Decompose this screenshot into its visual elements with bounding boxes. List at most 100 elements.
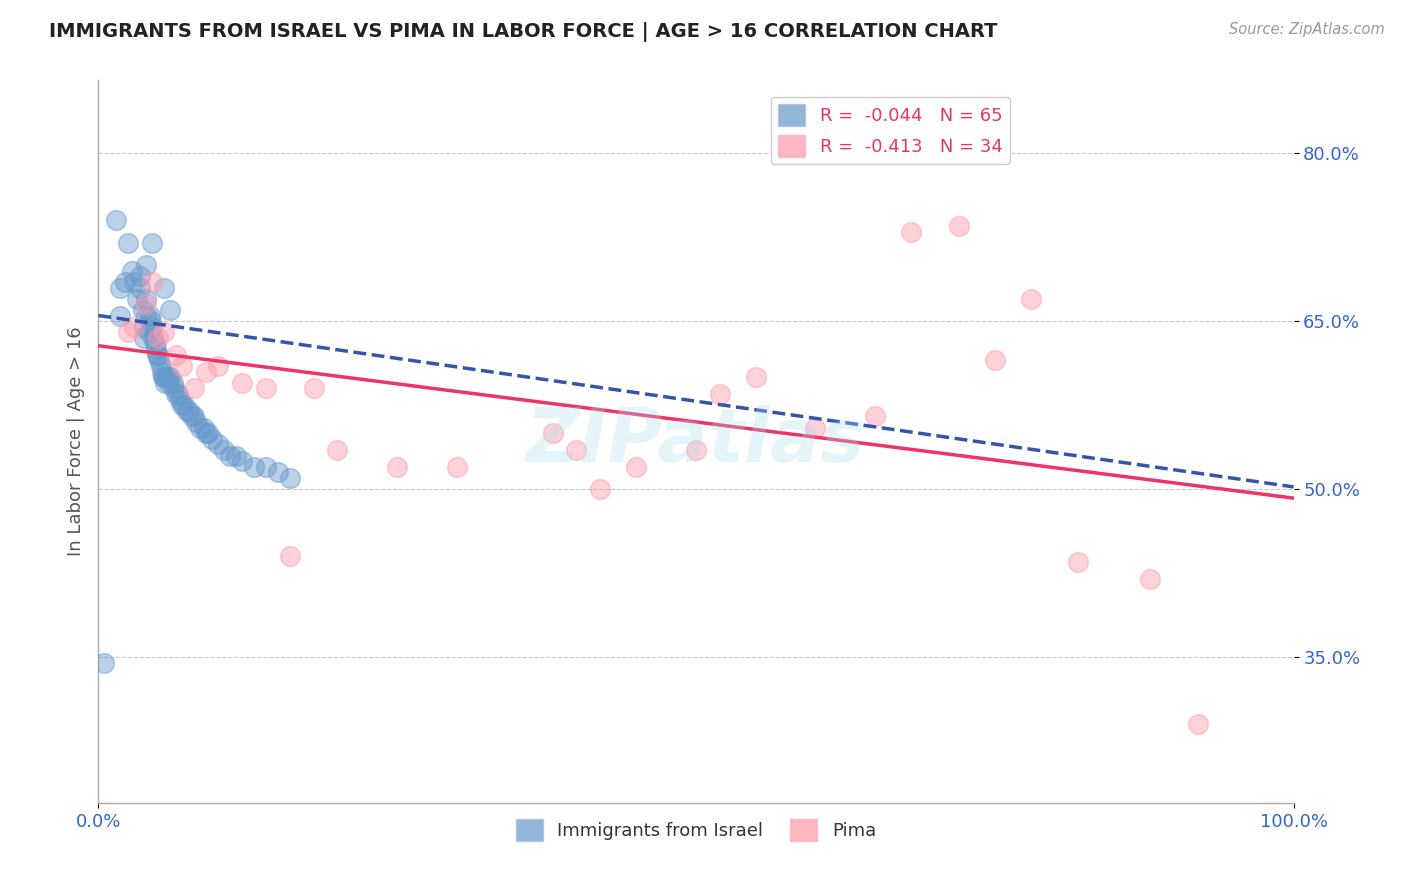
Point <box>186 415 208 429</box>
Point <box>125 292 148 306</box>
Point <box>124 319 146 334</box>
Point <box>219 449 242 463</box>
Point <box>243 459 266 474</box>
Point <box>153 280 176 294</box>
Point <box>183 381 205 395</box>
Point <box>446 459 468 474</box>
Point <box>145 342 167 356</box>
Point <box>155 370 177 384</box>
Y-axis label: In Labor Force | Age > 16: In Labor Force | Age > 16 <box>66 326 84 557</box>
Text: Source: ZipAtlas.com: Source: ZipAtlas.com <box>1229 22 1385 37</box>
Point <box>207 359 229 373</box>
Point <box>159 302 181 317</box>
Point <box>165 348 187 362</box>
Point <box>948 219 970 233</box>
Point <box>124 275 146 289</box>
Point <box>254 459 277 474</box>
Point <box>108 280 131 294</box>
Point <box>117 235 139 250</box>
Point <box>865 409 887 424</box>
Point <box>129 269 152 284</box>
Point <box>167 387 190 401</box>
Point <box>197 426 219 441</box>
Point <box>142 331 165 345</box>
Point <box>626 459 648 474</box>
Point <box>148 331 170 345</box>
Point <box>278 471 301 485</box>
Point <box>195 426 218 441</box>
Point <box>150 365 173 379</box>
Point <box>254 381 277 395</box>
Point <box>179 403 201 417</box>
Point <box>131 302 153 317</box>
Point <box>156 370 179 384</box>
Point <box>565 442 588 457</box>
Point <box>139 314 162 328</box>
Point <box>132 331 155 345</box>
Point <box>1187 717 1209 731</box>
Point <box>685 442 707 457</box>
Point <box>173 398 195 412</box>
Point <box>900 225 922 239</box>
Text: IMMIGRANTS FROM ISRAEL VS PIMA IN LABOR FORCE | AGE > 16 CORRELATION CHART: IMMIGRANTS FROM ISRAEL VS PIMA IN LABOR … <box>49 22 998 42</box>
Point <box>172 359 194 373</box>
Point <box>188 420 211 434</box>
Point <box>148 353 170 368</box>
Point <box>149 359 172 373</box>
Point <box>138 326 160 340</box>
Point <box>1067 555 1090 569</box>
Point <box>1139 572 1161 586</box>
Point <box>157 376 180 390</box>
Point <box>267 466 290 480</box>
Point <box>93 656 115 670</box>
Point <box>153 370 176 384</box>
Point <box>135 309 157 323</box>
Point <box>135 292 157 306</box>
Point <box>207 437 229 451</box>
Legend: Immigrants from Israel, Pima: Immigrants from Israel, Pima <box>509 812 883 848</box>
Point <box>162 376 184 390</box>
Point <box>193 420 215 434</box>
Point <box>152 370 174 384</box>
Point <box>804 420 827 434</box>
Point <box>129 280 152 294</box>
Text: ZIPatlas: ZIPatlas <box>526 405 866 478</box>
Point <box>176 403 198 417</box>
Point <box>169 392 191 407</box>
Point <box>1019 292 1042 306</box>
Point <box>201 432 224 446</box>
Point <box>148 348 170 362</box>
Point <box>326 442 349 457</box>
Point <box>135 297 157 311</box>
Point <box>278 549 301 564</box>
Point <box>139 309 162 323</box>
Point <box>541 426 564 441</box>
Point <box>589 482 612 496</box>
Point <box>709 387 731 401</box>
Point <box>165 387 187 401</box>
Point <box>231 376 253 390</box>
Point <box>132 319 155 334</box>
Point <box>143 336 166 351</box>
Point <box>159 370 181 384</box>
Point <box>108 309 131 323</box>
Point <box>195 365 218 379</box>
Point <box>114 275 136 289</box>
Point <box>141 319 163 334</box>
Point <box>225 449 247 463</box>
Point <box>141 275 163 289</box>
Point <box>146 348 169 362</box>
Point <box>984 353 1007 368</box>
Point <box>155 376 177 390</box>
Point <box>153 326 176 340</box>
Point <box>302 381 325 395</box>
Point <box>212 442 235 457</box>
Point <box>135 258 157 272</box>
Point <box>231 454 253 468</box>
Point <box>180 409 202 424</box>
Point <box>141 235 163 250</box>
Point <box>163 381 186 395</box>
Point <box>172 398 194 412</box>
Point <box>121 263 143 277</box>
Point <box>117 326 139 340</box>
